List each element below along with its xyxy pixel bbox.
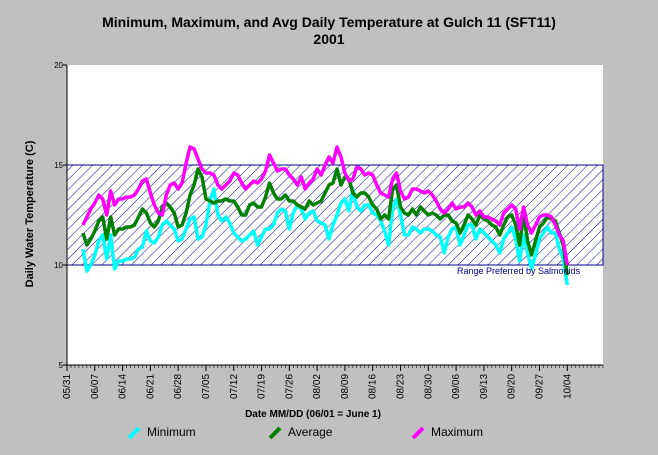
- x-tick-label: 10/04: [562, 374, 573, 399]
- x-tick-label: 07/26: [284, 374, 295, 399]
- y-tick-label: 20: [54, 61, 63, 70]
- x-tick-label: 05/31: [62, 374, 73, 399]
- legend-minimum: Minimum: [127, 425, 196, 440]
- x-tick-label: 06/21: [145, 374, 156, 399]
- preferred-range-label: Range Preferred by Salmonids: [457, 266, 581, 276]
- x-tick-label: 09/06: [451, 374, 462, 399]
- x-tick-label: 08/16: [368, 374, 379, 399]
- x-tick-label: 08/09: [340, 374, 351, 399]
- y-tick-label: 10: [54, 261, 63, 270]
- y-axis-label: Daily Water Temperature (C): [24, 140, 36, 287]
- legend-minimum-swatch: [127, 426, 141, 440]
- x-tick-label: 09/13: [479, 374, 490, 399]
- legend-average-label: Average: [288, 425, 333, 439]
- x-tick-label: 08/02: [312, 374, 323, 399]
- chart-title: Minimum, Maximum, and Avg Daily Temperat…: [102, 14, 556, 30]
- x-tick-label: 09/20: [507, 374, 518, 399]
- chart-subtitle: 2001: [313, 31, 345, 47]
- x-tick-label: 07/12: [229, 374, 240, 399]
- legend-average: Average: [268, 425, 333, 440]
- maximum-line: [81, 145, 570, 266]
- x-tick-label: 07/19: [257, 374, 268, 399]
- x-tick-label: 06/28: [173, 374, 184, 399]
- legend-maximum-swatch: [411, 426, 425, 440]
- legend-maximum-label: Maximum: [431, 425, 484, 439]
- x-tick-label: 06/07: [90, 374, 101, 399]
- minimum-line: [81, 187, 570, 286]
- y-tick-label: 5: [59, 361, 64, 370]
- x-tick-label: 08/23: [396, 374, 407, 399]
- x-tick-label: 08/30: [423, 374, 434, 399]
- x-tick-label: 09/27: [534, 374, 545, 399]
- legend-maximum: Maximum: [411, 425, 484, 440]
- y-tick-label: 15: [54, 161, 63, 170]
- legend-minimum-label: Minimum: [147, 425, 196, 439]
- x-tick-label: 06/14: [118, 374, 129, 399]
- x-tick-label: 07/05: [201, 374, 212, 399]
- legend-average-swatch: [268, 426, 282, 440]
- x-axis-label: Date MM/DD (06/01 = June 1): [245, 409, 381, 420]
